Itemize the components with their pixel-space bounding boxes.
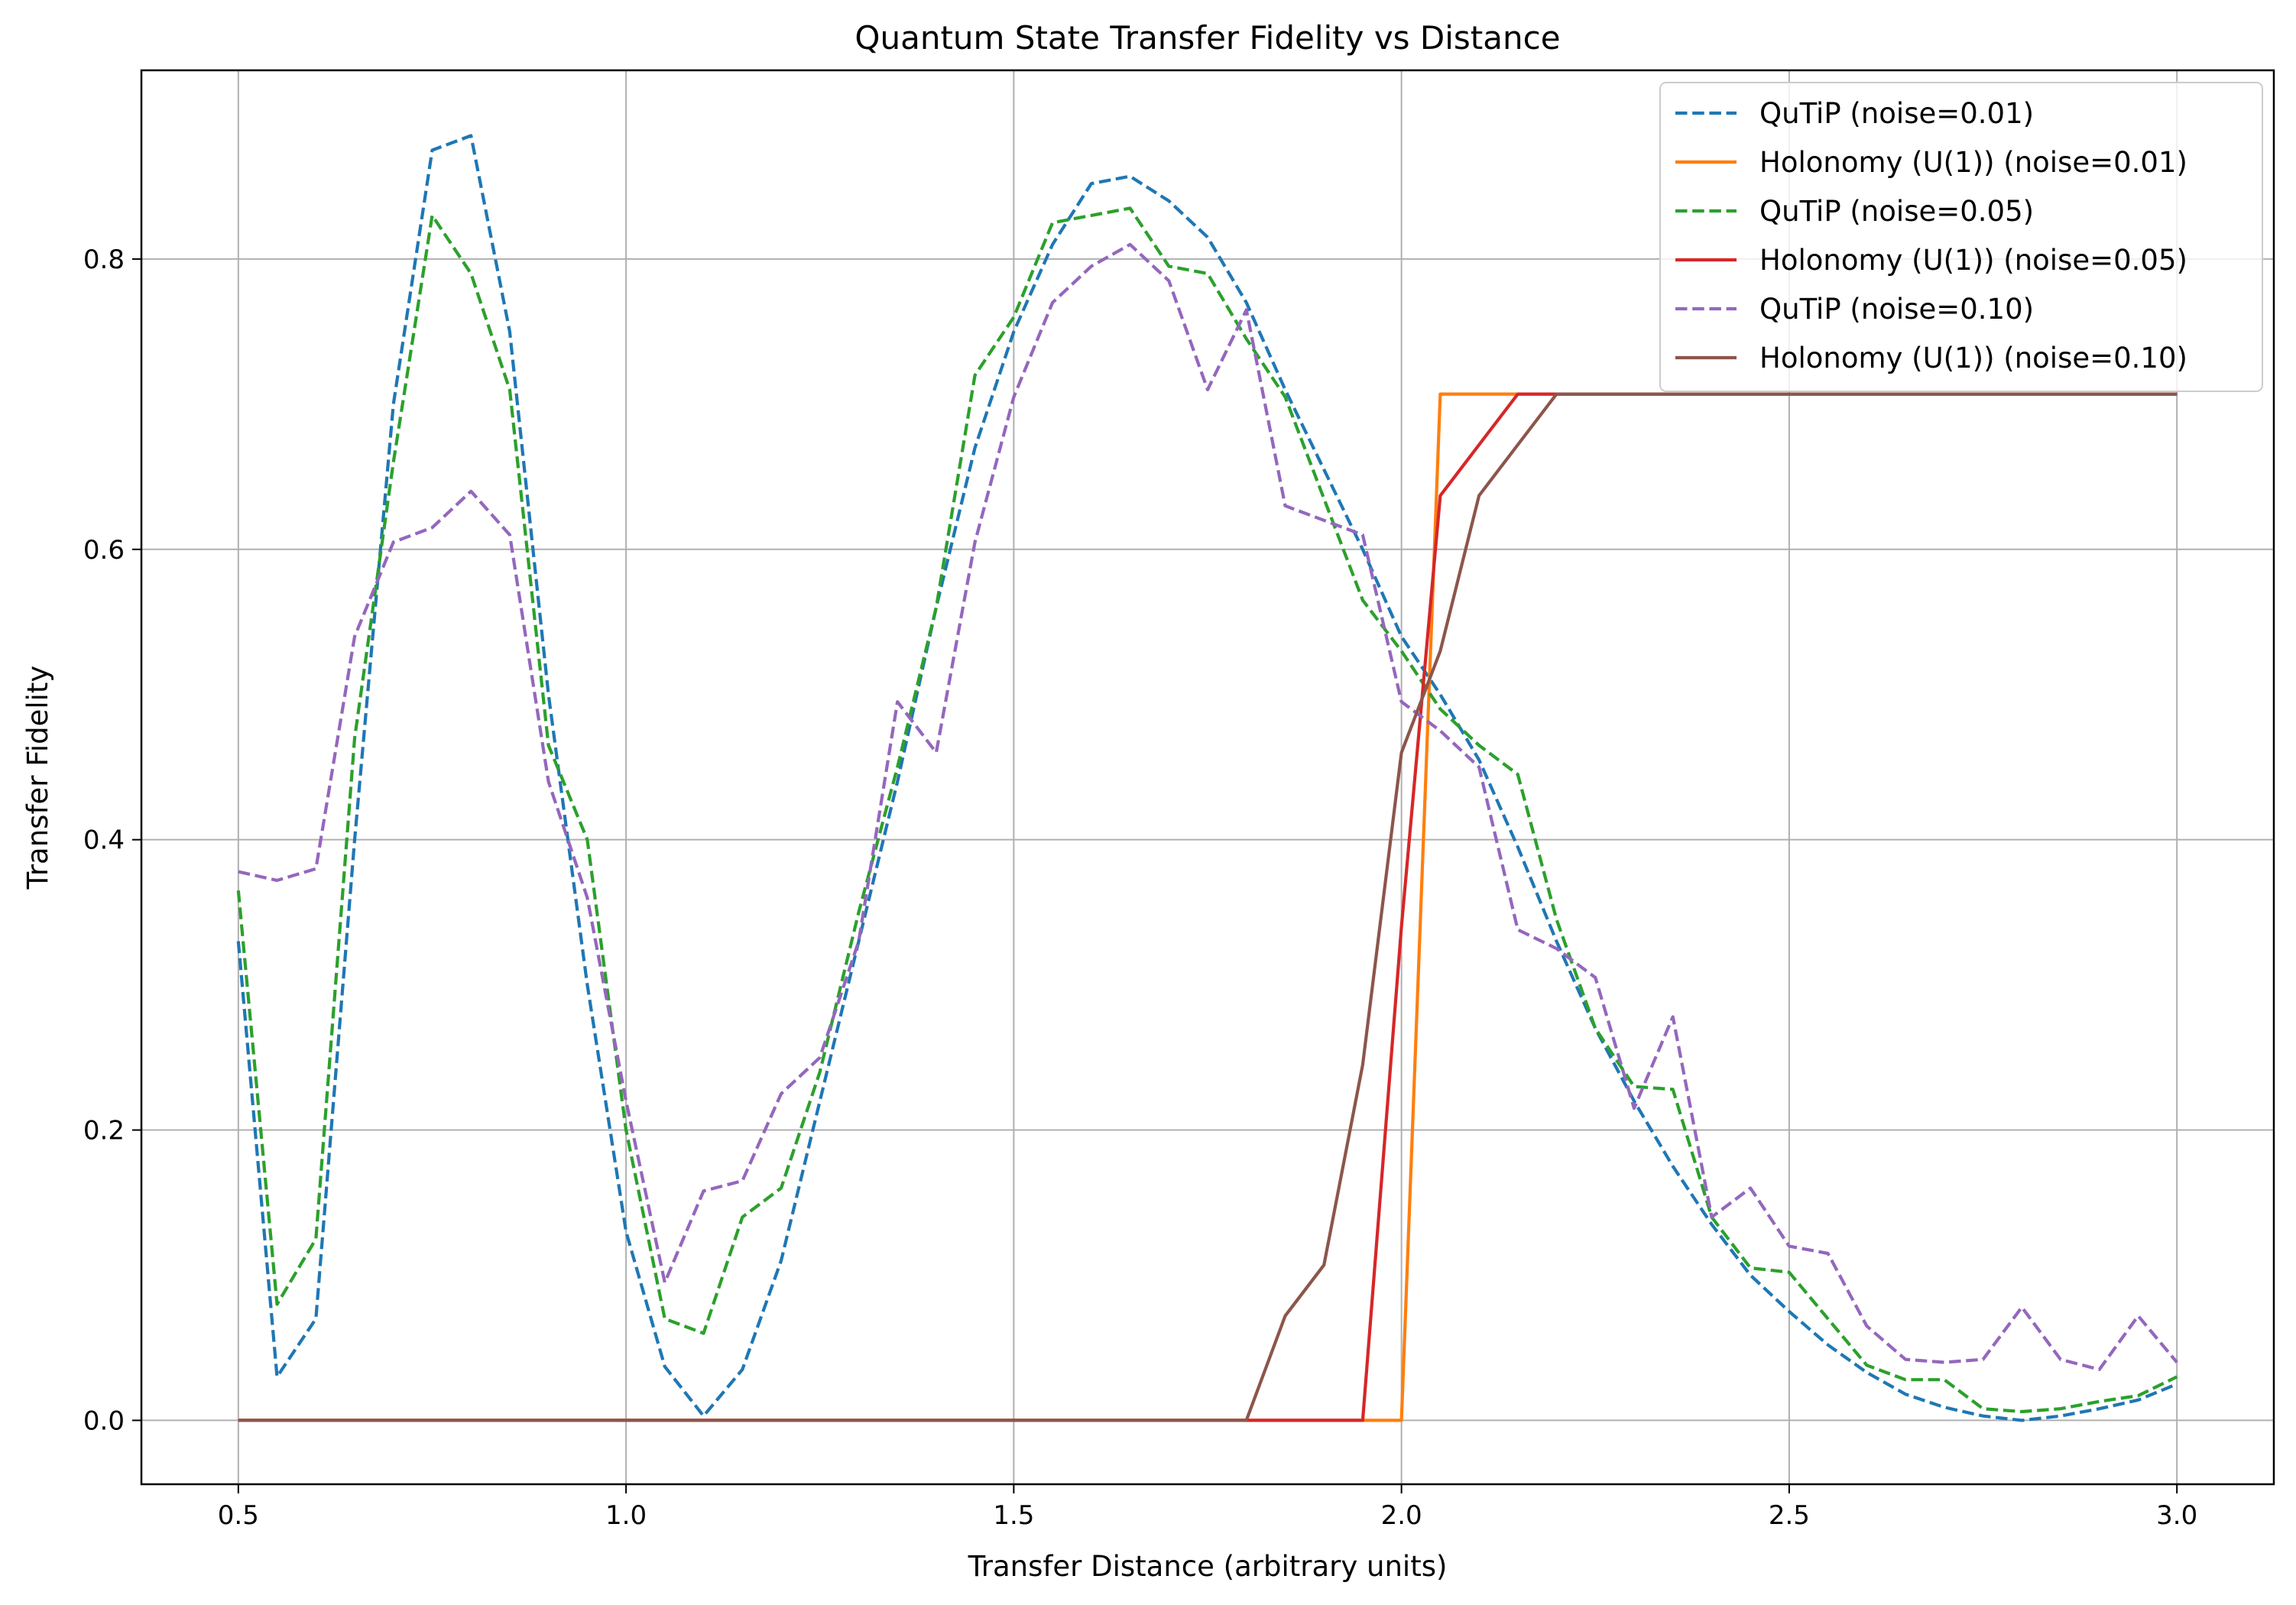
chart-title: Quantum State Transfer Fidelity vs Dista… [855, 19, 1560, 57]
y-tick-label: 0.2 [83, 1116, 125, 1146]
series-line-6 [238, 392, 2178, 1422]
legend-box [1659, 82, 2263, 392]
y-tick-label: 0.0 [83, 1406, 125, 1436]
y-tick-label: 0.4 [83, 825, 125, 856]
plot-frame [140, 69, 2275, 1486]
y-tick-label: 0.6 [83, 535, 125, 566]
legend-label: Holonomy (U(1)) (noise=0.01) [1759, 146, 2187, 179]
y-tick-label: 0.8 [83, 245, 125, 275]
x-tick-label: 0.5 [218, 1500, 259, 1531]
legend-label: Holonomy (U(1)) (noise=0.05) [1759, 244, 2187, 277]
x-tick-label: 2.0 [1381, 1500, 1422, 1531]
legend-label: QuTiP (noise=0.01) [1759, 97, 2034, 130]
x-tick-label: 2.5 [1769, 1500, 1810, 1531]
legend-label: QuTiP (noise=0.10) [1759, 293, 2034, 326]
series-line-1 [236, 134, 2178, 1422]
legend: QuTiP (noise=0.01) Holonomy (U(1)) (noise… [1659, 82, 2263, 392]
x-tick-label: 1.0 [605, 1500, 647, 1531]
axis-ticks: 0.5 1.0 1.5 2.0 2.5 3.0 0.0 0.2 0.4 0.6 0.8 [83, 245, 2197, 1531]
legend-label: QuTiP (noise=0.05) [1759, 195, 2034, 228]
x-tick-label: 1.5 [993, 1500, 1034, 1531]
x-axis-label: Transfer Distance (arbitrary units) [968, 1550, 1448, 1583]
y-axis-label: Transfer Fidelity [21, 666, 54, 890]
legend-label: Holonomy (U(1)) (noise=0.10) [1759, 342, 2187, 374]
x-tick-label: 3.0 [2156, 1500, 2197, 1531]
series-line-5 [238, 242, 2178, 1372]
series-line-3 [236, 206, 2178, 1414]
series-lines [236, 134, 2178, 1422]
